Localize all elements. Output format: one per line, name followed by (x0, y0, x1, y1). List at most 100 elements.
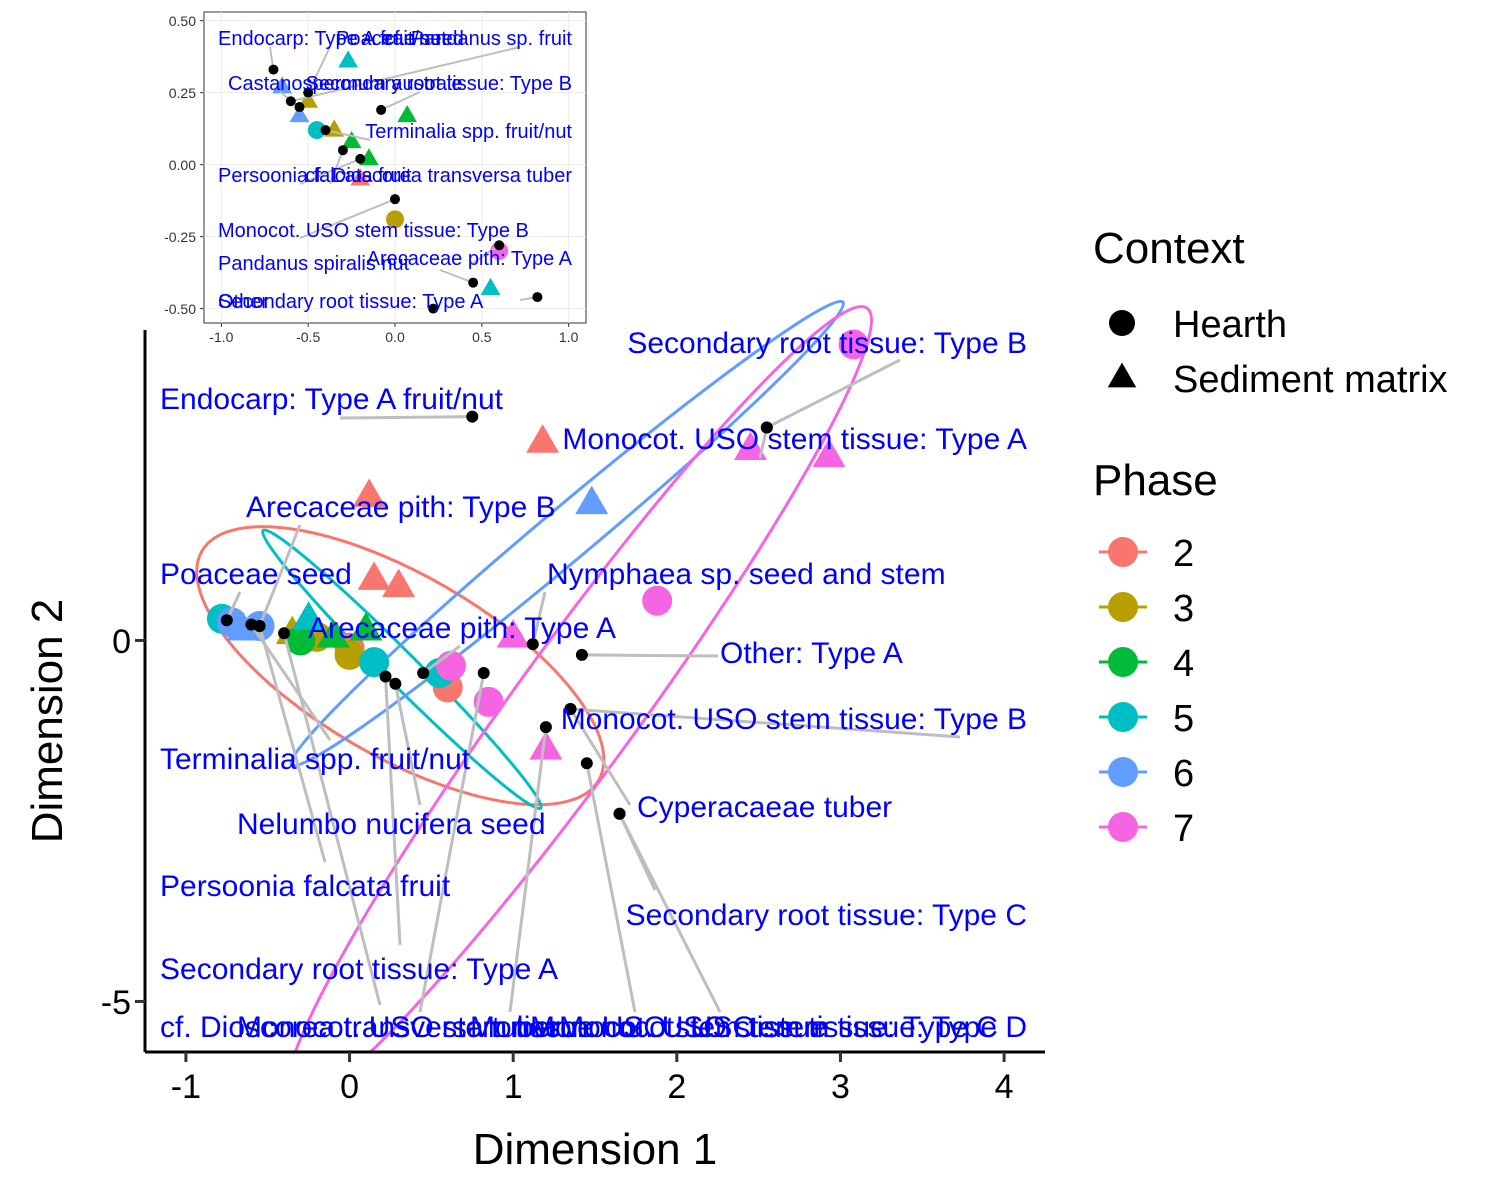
taxon-label: Endocarp: Type A fruit/nut (218, 28, 447, 50)
taxon-point (355, 153, 366, 164)
y-tick-label: 0.50 (169, 13, 196, 29)
taxon-label: Castanospermum australe (228, 73, 463, 95)
leader-line (418, 672, 486, 1013)
x-tick-label: 0.0 (385, 329, 405, 345)
point-phase-5-sediment (338, 50, 359, 68)
y-tick-label: 0.00 (169, 157, 196, 173)
taxon-point (466, 410, 479, 423)
taxon-label: Pandanus spiralis nut (218, 253, 410, 275)
ellipse-phase-6 (289, 299, 845, 768)
leader-line (422, 644, 461, 675)
legend-title-phase: Phase (1093, 456, 1218, 505)
leader-line (339, 415, 473, 420)
taxon-label: Cyperacaeae tuber (637, 791, 892, 824)
point-phase-4-sediment (397, 105, 418, 123)
point-phase-5-sediment (480, 277, 501, 295)
taxon-label: Persoonia falcata fruit (160, 870, 451, 903)
taxon-point (494, 240, 505, 251)
point-phase-4-hearth (285, 625, 316, 656)
legend-label: 5 (1173, 698, 1194, 740)
taxon-point (428, 303, 439, 314)
point-phase-6-sediment (272, 76, 293, 94)
legend-key-circle (1108, 757, 1138, 787)
leader-line (299, 157, 361, 185)
taxon-label: Monocot. USO stem tissue: Type B (218, 220, 529, 242)
taxon-label: Nymphaea sp. seed and stem (547, 558, 946, 591)
ellipse-phase-7 (284, 305, 873, 1052)
taxon-label: Monocot. USO stem tissue: Type B (561, 703, 1027, 736)
taxon-label: Secondary root tissue: Type B (306, 73, 572, 95)
legend-key-circle (1108, 592, 1138, 622)
leader-line (439, 269, 474, 284)
x-tick-label: 0 (340, 1068, 359, 1106)
taxon-label: Endocarp: Type A fruit/nut (160, 383, 504, 416)
point-phase-2-sediment (350, 168, 371, 186)
point-phase-5-sediment (292, 601, 326, 630)
taxon-label: Monocot. USO stem tissue: Type D (559, 1011, 1027, 1044)
taxon-point (532, 292, 543, 303)
taxon-label: Arecaceae pith: Type A (308, 612, 616, 645)
taxon-label: Arecaceae pith: Type A (367, 248, 573, 270)
legend-label: 2 (1173, 533, 1194, 575)
leader-line (581, 653, 719, 658)
taxon-point (337, 145, 348, 156)
taxon-label: Terminalia spp. fruit/nut (160, 743, 471, 776)
point-phase-4-sediment (341, 130, 362, 149)
taxon-point (320, 125, 331, 136)
taxon-point (220, 614, 233, 627)
taxon-point (417, 666, 430, 679)
leader-line (569, 708, 632, 806)
legend: Context Hearth Sediment matrix Phase 2 3 4 5 6 7 (1093, 224, 1448, 850)
legend-title-context: Context (1093, 224, 1245, 273)
leader-line (469, 244, 500, 266)
x-tick-label: 1 (504, 1068, 523, 1106)
x-tick-label: 1.0 (559, 329, 579, 345)
legend-label: 7 (1173, 808, 1194, 850)
point-phase-6-sediment (289, 105, 310, 123)
main-plot: Secondary root tissue: Type B Endocarp: T… (23, 299, 1045, 1174)
taxon-point (294, 102, 305, 113)
taxon-point (268, 64, 279, 75)
legend-key-circle (1108, 812, 1138, 842)
x-tick-label: 3 (831, 1068, 850, 1106)
y-tick-label: -0.50 (164, 301, 196, 317)
plot-area (195, 299, 873, 1052)
legend-key-circle (1108, 537, 1138, 567)
taxon-label: Secondary root tissue: Type B (627, 327, 1027, 360)
leader-line (384, 676, 402, 946)
point-phase-7-sediment (529, 731, 563, 760)
legend-key-circle (1108, 647, 1138, 677)
taxon-point (376, 104, 387, 115)
point-phase-7-sediment (496, 619, 530, 648)
taxon-label: Terminalia spp. fruit/nut (365, 121, 572, 143)
point-phase-2-sediment (526, 424, 560, 453)
legend-label: 3 (1173, 588, 1194, 630)
leader-line (290, 46, 521, 103)
y-tick-label: 0 (112, 623, 131, 661)
x-tick-label: 2 (667, 1068, 686, 1106)
leader-line (299, 198, 396, 239)
taxon-label: Monocot. USO stem tissue: Type A (562, 423, 1027, 456)
taxon-label: Poaceae seed (160, 558, 352, 591)
leader-line (766, 358, 901, 429)
leader-line (531, 591, 547, 645)
legend-label: Hearth (1173, 304, 1287, 346)
taxon-point (613, 807, 626, 820)
leader-line (282, 632, 382, 1006)
taxon-label: cf. Dioscorea transversa tuber (305, 165, 572, 187)
leader-line (258, 524, 302, 627)
leader-line (570, 707, 961, 739)
legend-key-circle (1108, 702, 1138, 732)
taxon-point (253, 620, 266, 633)
taxon-label: Poaceae seed (336, 28, 464, 50)
taxon-point (575, 648, 588, 661)
taxon-point (580, 757, 593, 770)
taxon-label: Monocot. USO stem tissue (237, 1011, 594, 1044)
taxon-label: cf. Pandanus sp. fruit (384, 28, 572, 50)
point-phase-2-sediment (382, 568, 416, 598)
taxon-label: Nelumbo nucifera seed (237, 808, 546, 841)
taxon-label: Arecaceae pith: Type B (246, 491, 556, 524)
y-tick-label: -0.25 (164, 229, 196, 245)
y-tick-label: -5 (101, 984, 131, 1022)
